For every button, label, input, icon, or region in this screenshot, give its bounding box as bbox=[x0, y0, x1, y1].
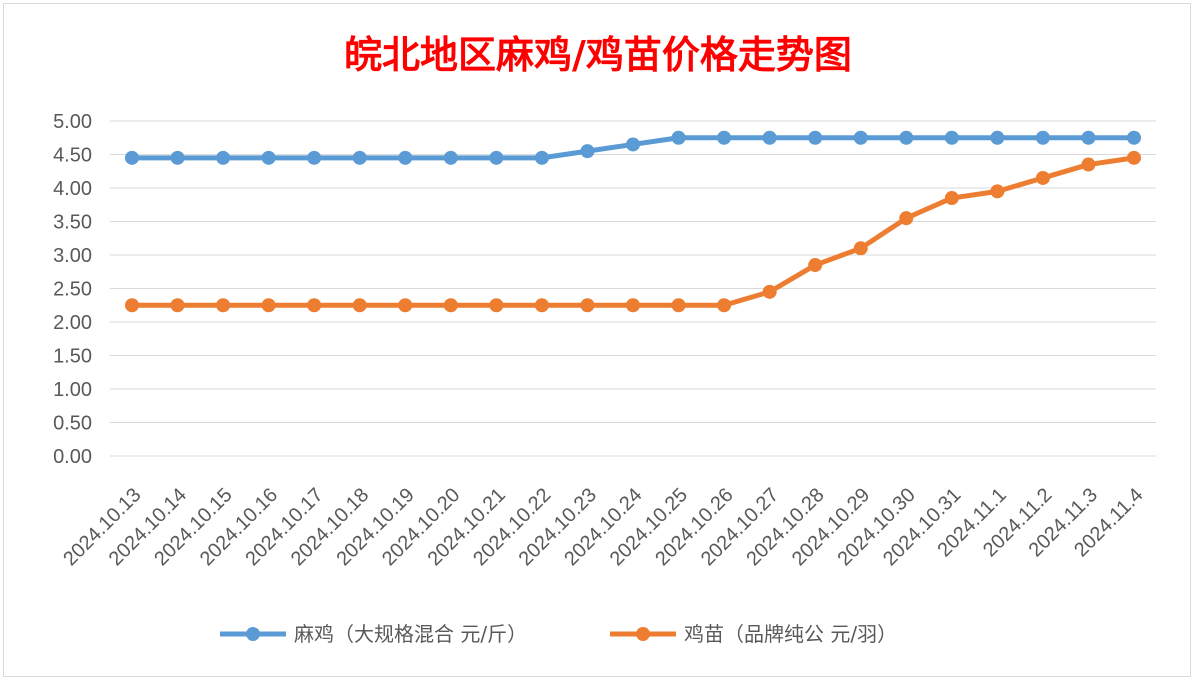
data-point bbox=[1127, 130, 1141, 145]
x-axis-ticks: 2024.10.132024.10.142024.10.152024.10.16… bbox=[59, 484, 1147, 570]
data-point bbox=[899, 211, 914, 226]
data-point bbox=[534, 150, 549, 165]
data-point bbox=[216, 150, 231, 165]
data-point bbox=[170, 150, 185, 165]
legend-marker bbox=[246, 627, 260, 641]
chart-frame bbox=[3, 3, 1191, 677]
data-point bbox=[580, 298, 595, 313]
grid-lines bbox=[110, 120, 1156, 457]
data-point bbox=[125, 298, 139, 313]
data-point bbox=[398, 298, 413, 313]
legend-label: 麻鸡（大规格混合 元/斤） bbox=[294, 622, 527, 646]
data-point bbox=[944, 130, 959, 145]
data-point bbox=[853, 130, 868, 145]
data-point bbox=[762, 284, 777, 299]
data-point bbox=[717, 130, 732, 145]
y-tick-label: 4.50 bbox=[53, 145, 92, 167]
data-point bbox=[352, 150, 367, 165]
y-tick-label: 1.50 bbox=[53, 346, 92, 368]
y-tick-label: 3.50 bbox=[53, 212, 92, 234]
data-point bbox=[1035, 170, 1050, 185]
legend-label: 鸡苗（品牌纯公 元/羽） bbox=[684, 622, 897, 646]
y-tick-label: 2.50 bbox=[53, 279, 92, 301]
data-point bbox=[717, 298, 732, 313]
data-point bbox=[808, 130, 823, 145]
data-point bbox=[990, 130, 1005, 145]
data-point bbox=[1127, 150, 1141, 165]
data-point bbox=[307, 298, 322, 313]
data-point bbox=[261, 298, 276, 313]
data-point bbox=[671, 130, 686, 145]
legend: 麻鸡（大规格混合 元/斤） 鸡苗（品牌纯公 元/羽） bbox=[220, 622, 897, 646]
y-tick-label: 5.00 bbox=[53, 111, 92, 133]
data-point bbox=[808, 258, 823, 273]
data-point bbox=[626, 298, 640, 313]
data-point bbox=[489, 150, 504, 165]
series-layer bbox=[125, 130, 1141, 313]
data-point bbox=[1081, 130, 1096, 145]
data-point bbox=[398, 150, 413, 165]
data-point bbox=[944, 191, 959, 206]
data-point bbox=[1081, 157, 1096, 172]
data-point bbox=[216, 298, 231, 313]
y-tick-label: 4.00 bbox=[53, 178, 92, 200]
data-point bbox=[170, 298, 185, 313]
data-point bbox=[853, 241, 868, 256]
data-point bbox=[671, 298, 686, 313]
y-tick-label: 2.00 bbox=[53, 312, 92, 334]
y-tick-label: 0.00 bbox=[53, 446, 92, 468]
data-point bbox=[580, 144, 595, 159]
data-point bbox=[899, 130, 914, 145]
data-point bbox=[489, 298, 504, 313]
y-tick-label: 0.50 bbox=[53, 413, 92, 435]
data-point bbox=[990, 184, 1005, 199]
y-axis-ticks: 0.00 0.50 1.00 1.50 2.00 2.50 3.00 3.50 4.00 4.50… bbox=[53, 111, 92, 468]
data-point bbox=[626, 137, 640, 152]
data-point bbox=[534, 298, 549, 313]
data-point bbox=[352, 298, 367, 313]
data-point bbox=[1035, 130, 1050, 145]
y-tick-label: 3.00 bbox=[53, 245, 92, 267]
series-line bbox=[129, 155, 1137, 308]
legend-marker bbox=[636, 627, 650, 641]
data-point bbox=[261, 150, 276, 165]
data-point bbox=[762, 130, 777, 145]
y-tick-label: 1.00 bbox=[53, 379, 92, 401]
data-point bbox=[443, 150, 458, 165]
data-point bbox=[125, 150, 139, 165]
data-point bbox=[307, 150, 322, 165]
data-point bbox=[443, 298, 458, 313]
chart-title: 皖北地区麻鸡/鸡苗价格走势图 bbox=[344, 32, 852, 77]
